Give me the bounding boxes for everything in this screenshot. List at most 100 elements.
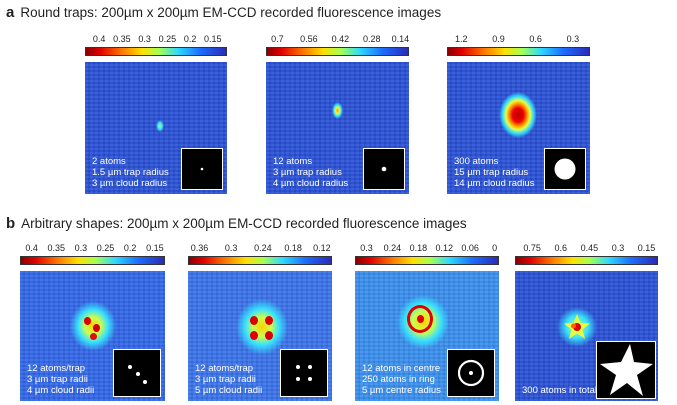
tick-label: 0.3 [360,243,373,253]
caption-line: 3 µm trap radii [27,374,88,385]
tick-label: 0.35 [47,243,66,253]
trap-pattern-inset [596,341,656,399]
tick-label: 0.75 [523,243,541,253]
colorbar [20,256,165,265]
tick-label: 0.36 [190,243,209,253]
tick-label: 0.15 [204,34,222,44]
trap-spot [265,331,273,340]
four-dots-icon [296,365,312,381]
trap-pattern-inset [181,148,223,190]
image-caption: 2 atoms 1.5 µm trap radius 3 µm cloud ra… [92,156,169,189]
three-dots-icon [128,365,147,384]
caption-line: 12 atoms/trap [195,363,254,374]
caption-line: 14 µm cloud radius [454,178,535,189]
tick-label: 0.3 [566,34,580,44]
panel-a2: 0.7 0.56 0.42 0.28 0.14 12 atoms 3 µm tr… [266,34,409,194]
tick-label: 0.7 [271,34,284,44]
tick-label: 0.24 [383,243,402,253]
image-caption: 12 atoms/trap 3 µm trap radii 5 µm cloud… [195,363,262,396]
atom-cloud [236,299,288,355]
tick-label: 0.06 [461,243,479,253]
tick-label: 0.15 [637,243,656,253]
colorbar-ticks: 0.3 0.24 0.18 0.12 0.06 0 [355,243,499,255]
caption-line: 3 µm cloud radius [92,178,168,189]
trap-pattern-inset [447,349,495,397]
trap-spot [90,333,97,340]
tick-label: 0.2 [183,34,197,44]
atom-cloud [499,92,537,138]
atom-cloud [156,120,164,132]
image-caption: 12 atoms/trap 3 µm trap radii 4 µm cloud… [27,363,94,396]
trap-spot [417,315,424,323]
trap-pattern-inset [280,349,328,397]
tick-label: 0.25 [158,34,177,44]
section-a-letter: a [6,4,15,21]
caption-line: 4 µm cloud radii [27,385,95,396]
colorbar-ticks: 0.75 0.6 0.45 0.3 0.15 [515,243,658,255]
panel-a3: 1.2 0.9 0.6 0.3 300 atoms 15 µm trap rad… [447,34,590,194]
tick-label: 0.3 [611,243,625,253]
colorbar-ticks: 1.2 0.9 0.6 0.3 [447,34,590,46]
trap-spot [84,317,91,325]
tick-label: 0.3 [74,243,88,253]
tick-label: 0.3 [224,243,238,253]
panel-b3: 0.3 0.24 0.18 0.12 0.06 0 12 atoms in ce… [355,243,499,401]
atom-ring [407,305,433,333]
caption-line: 12 atoms in centre [362,363,441,374]
trap-spot [265,316,273,325]
colorbar-ticks: 0.7 0.56 0.42 0.28 0.14 [266,34,409,46]
section-b-title: b Arbitrary shapes: 200µm x 200µm EM-CCD … [6,215,467,232]
tick-label: 0.2 [123,243,137,253]
trap-pattern-inset [544,148,586,190]
trap-pattern-inset [113,349,161,397]
star-icon [600,344,653,396]
caption-line: 4 µm cloud radius [273,178,349,189]
trap-spot [250,331,258,340]
tick-label: 0.56 [300,34,318,44]
tick-label: 0.14 [391,34,410,44]
tick-label: 0.18 [284,243,302,253]
tick-label: 1.2 [455,34,468,44]
panel-b4: 0.75 0.6 0.45 0.3 0.15 300 atoms in tota… [515,243,658,401]
fluorescence-image: 12 atoms/trap 3 µm trap radii 4 µm cloud… [20,271,165,401]
fluorescence-image: 12 atoms/trap 3 µm trap radii 5 µm cloud… [188,271,332,401]
tick-label: 0.18 [409,243,428,253]
panel-b2: 0.36 0.3 0.24 0.18 0.12 12 atoms/trap 3 … [188,243,332,401]
caption-line: 1.5 µm trap radius [92,167,169,178]
star-cloud [564,314,590,339]
colorbar-ticks: 0.36 0.3 0.24 0.18 0.12 [188,243,332,255]
ring-dot-icon [457,359,485,387]
caption-line: 12 atoms [273,156,313,167]
section-a-title: a Round traps: 200µm x 200µm EM-CCD recor… [6,4,441,21]
small-dot-icon [200,167,204,171]
medium-dot-icon [381,166,387,172]
colorbar [515,256,658,265]
fluorescence-image: 12 atoms 3 µm trap radius 4 µm cloud rad… [266,62,409,194]
caption-line: 250 atoms in ring [362,374,435,385]
tick-label: 0.15 [146,243,164,253]
colorbar [266,47,409,56]
colorbar [188,256,332,265]
trap-spot [250,316,258,325]
caption-line: 300 atoms [454,156,499,167]
tick-label: 0.6 [554,243,568,253]
tick-label: 0.25 [96,243,115,253]
fluorescence-image: 300 atoms 15 µm trap radius 14 µm cloud … [447,62,590,194]
tick-label: 0 [492,243,498,253]
tick-label: 0.28 [363,34,381,44]
colorbar [355,256,499,265]
large-disk-icon [554,158,576,180]
fluorescence-image: 300 atoms in total [515,271,658,401]
trap-spot [93,324,100,332]
caption-line: 2 atoms [92,156,126,167]
tick-label: 0.4 [92,34,106,44]
fluorescence-image: 12 atoms in centre 250 atoms in ring 5 µ… [355,271,499,401]
caption-line: 5 µm centre radius [362,385,441,396]
tick-label: 0.35 [113,34,131,44]
colorbar-ticks: 0.4 0.35 0.3 0.25 0.2 0.15 [85,34,227,46]
tick-label: 0.3 [138,34,151,44]
tick-label: 0.42 [331,34,350,44]
caption-line: 3 µm trap radius [273,167,342,178]
caption-line: 5 µm cloud radii [195,385,263,396]
caption-line: 3 µm trap radii [195,374,256,385]
